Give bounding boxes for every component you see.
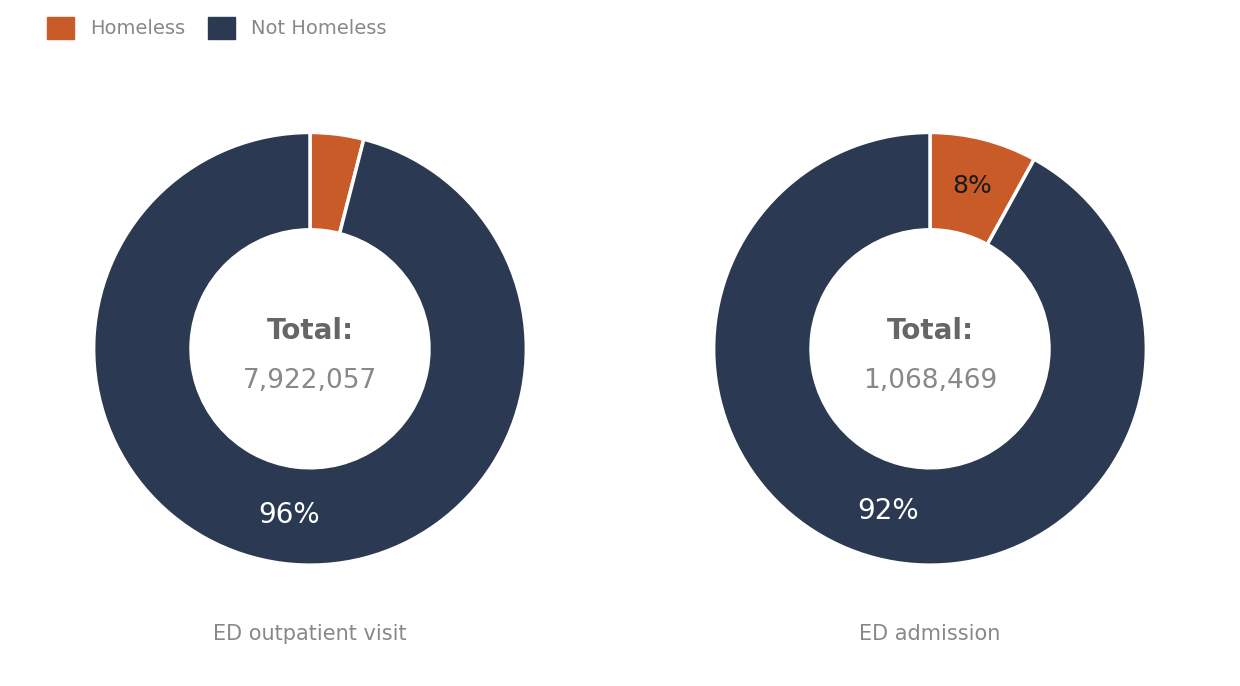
Wedge shape [714, 132, 1146, 565]
Text: Total:: Total: [267, 318, 353, 346]
Wedge shape [930, 132, 1034, 244]
Text: ED admission: ED admission [859, 624, 1001, 644]
Text: ED outpatient visit: ED outpatient visit [213, 624, 407, 644]
Legend: Homeless, Not Homeless: Homeless, Not Homeless [47, 16, 387, 39]
Text: 8%: 8% [952, 174, 992, 198]
Text: Total:: Total: [887, 318, 973, 346]
Text: 96%: 96% [258, 501, 320, 529]
Text: 7,922,057: 7,922,057 [243, 368, 377, 394]
Text: 92%: 92% [858, 497, 919, 525]
Wedge shape [94, 132, 526, 565]
Text: 1,068,469: 1,068,469 [863, 368, 997, 394]
Wedge shape [310, 132, 363, 233]
